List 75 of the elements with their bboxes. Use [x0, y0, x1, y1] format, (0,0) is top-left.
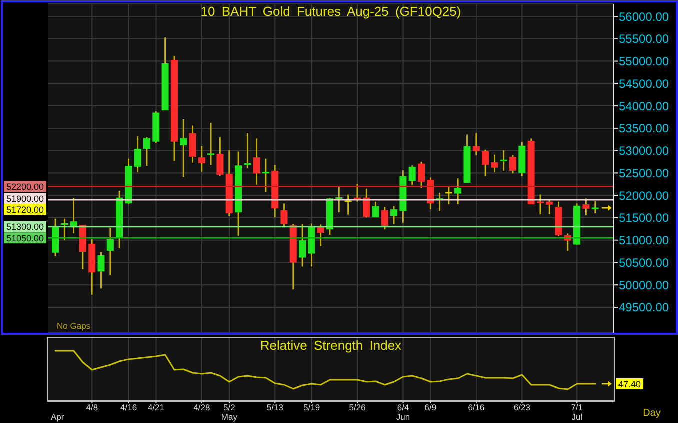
- candlestick: [198, 146, 206, 173]
- x-tick-label: 5/13: [266, 402, 284, 412]
- y-tick-label: 56000.00: [619, 10, 670, 24]
- y-tick-label: 54000.00: [619, 99, 670, 114]
- x-tick-label: 5/19: [304, 402, 320, 412]
- candlestick: [336, 186, 343, 214]
- candlestick: [216, 136, 224, 177]
- candlestick: [253, 138, 260, 186]
- candlestick: [106, 227, 114, 276]
- candlestick: [70, 198, 78, 234]
- candlestick: [61, 218, 68, 242]
- annotation: No Gaps: [57, 321, 91, 331]
- chart-title: 10 BAHT Gold Futures Aug-25 (GF10Q25): [200, 4, 462, 19]
- x-tick-label: 6/16: [468, 402, 486, 412]
- candlestick: [134, 136, 142, 174]
- x-tick-label: 7/1: [571, 402, 584, 412]
- text: 47.40: [618, 379, 642, 390]
- text: Day: [643, 408, 661, 419]
- ref-line-label: 51300.00: [6, 222, 44, 232]
- candlestick: [472, 132, 480, 156]
- chart-title: Relative Strength Index: [260, 338, 402, 353]
- candlestick: [491, 154, 498, 174]
- x-tick-label: 4/8: [86, 402, 98, 412]
- y-tick-label: 55500.00: [619, 32, 670, 46]
- candlestick: [408, 164, 416, 186]
- x-tick-label: 6/9: [424, 402, 437, 412]
- candlestick: [180, 118, 188, 178]
- text: May: [221, 412, 238, 422]
- x-tick-label: 6/23: [514, 402, 531, 412]
- y-tick-label: 54500.00: [619, 76, 670, 91]
- candlestick: [546, 200, 554, 216]
- x-tick-label: 4/16: [120, 402, 138, 412]
- candlestick: [390, 206, 398, 225]
- x-tick-label: 5/2: [224, 402, 236, 412]
- y-tick-label: 50000.00: [619, 278, 670, 292]
- y-tick-label: 53000.00: [619, 144, 670, 158]
- ref-line-label: 52200.00: [6, 182, 44, 192]
- x-tick-label: 5/26: [349, 402, 366, 412]
- candlestick: [98, 251, 105, 290]
- ref-line-label: 51050.00: [6, 233, 44, 244]
- ref-line-label: 51900.00: [6, 194, 44, 204]
- y-tick-label: 50500.00: [619, 256, 670, 270]
- candlestick: [280, 202, 288, 228]
- y-tick-label: 53500.00: [619, 122, 670, 136]
- candlestick: [381, 206, 388, 230]
- candlestick: [363, 188, 370, 218]
- candlestick: [510, 154, 516, 174]
- candlestick: [344, 194, 352, 216]
- x-tick-label: 4/28: [194, 402, 211, 412]
- candlestick: [372, 201, 380, 218]
- candlestick: [418, 161, 425, 189]
- text: Apr: [51, 412, 64, 422]
- y-tick-label: 52500.00: [619, 166, 670, 180]
- candlestick: [445, 186, 452, 206]
- candlestick: [582, 198, 590, 216]
- y-tick-label: 52000.00: [619, 188, 670, 203]
- candlestick: [482, 149, 490, 178]
- y-tick-label: 55000.00: [619, 54, 670, 69]
- candlestick: [189, 125, 196, 164]
- candlestick: [536, 194, 544, 216]
- candlestick: [208, 122, 215, 166]
- x-tick-label: 6/4: [397, 402, 410, 412]
- text: Jun: [396, 412, 410, 422]
- candlestick: [592, 200, 599, 214]
- y-tick-label: 51000.00: [619, 234, 670, 248]
- x-tick-label: 4/21: [148, 402, 165, 412]
- text: Jul: [572, 412, 583, 422]
- y-tick-label: 49500.00: [619, 300, 670, 315]
- candlestick: [299, 224, 306, 268]
- text: 51720.00: [6, 204, 44, 215]
- candlestick: [454, 178, 462, 206]
- candlestick: [144, 136, 150, 167]
- candlestick: [500, 150, 508, 172]
- candlestick: [262, 158, 270, 193]
- y-tick-label: 51500.00: [619, 211, 670, 226]
